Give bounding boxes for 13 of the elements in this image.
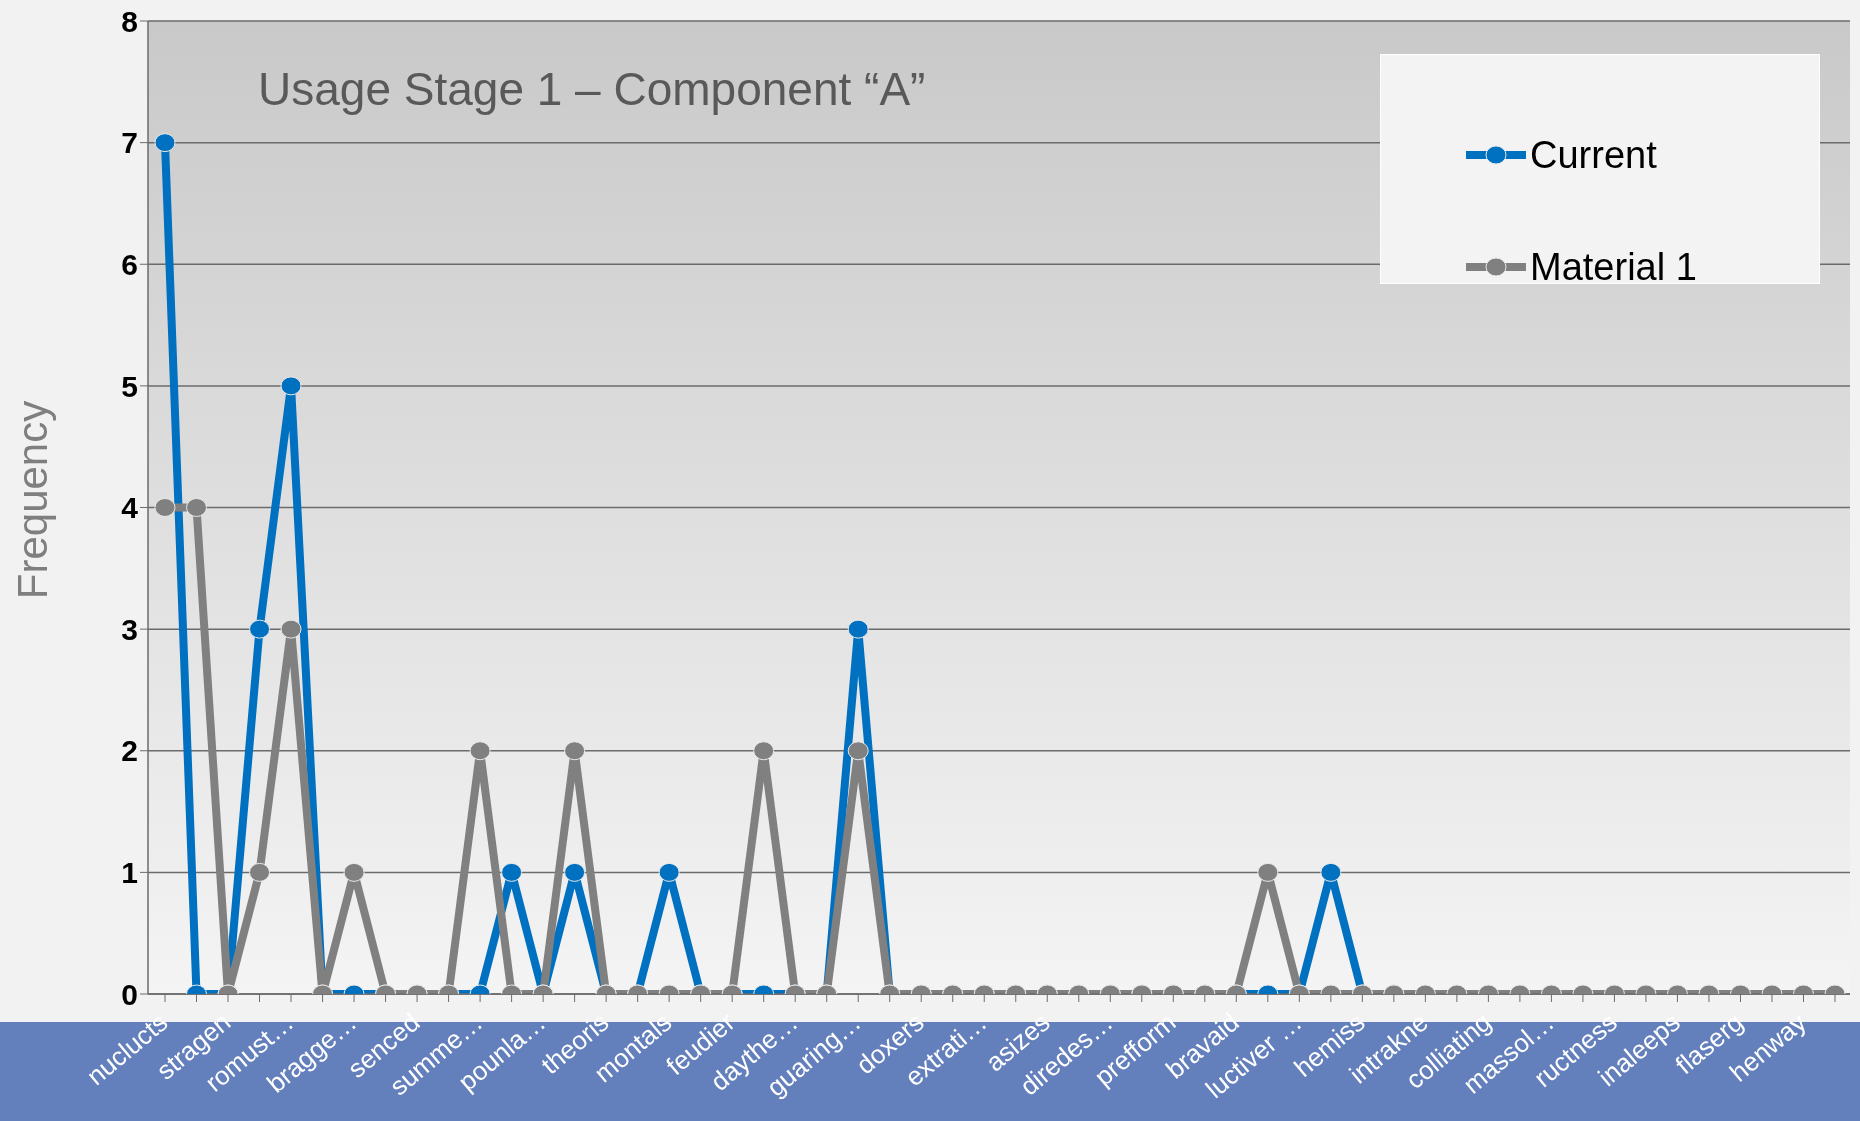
y-tick-label: 4 <box>121 491 139 525</box>
y-tick-label: 7 <box>121 126 138 160</box>
text: Usage Stage 1 – Component “A” <box>258 62 926 116</box>
y-axis-title: Frequency <box>9 400 57 600</box>
y-tick-label: 8 <box>121 4 138 38</box>
y-tick-label: 2 <box>121 734 138 768</box>
y-tick-label: 6 <box>121 247 138 281</box>
y-tick-label: 0 <box>121 977 138 1011</box>
y-tick-label: 1 <box>121 856 138 890</box>
y-tick-label: 3 <box>121 612 138 646</box>
y-tick-label: 5 <box>121 369 138 403</box>
legend-label: Material 1 <box>1530 245 1697 289</box>
legend-label: Current <box>1530 133 1657 177</box>
